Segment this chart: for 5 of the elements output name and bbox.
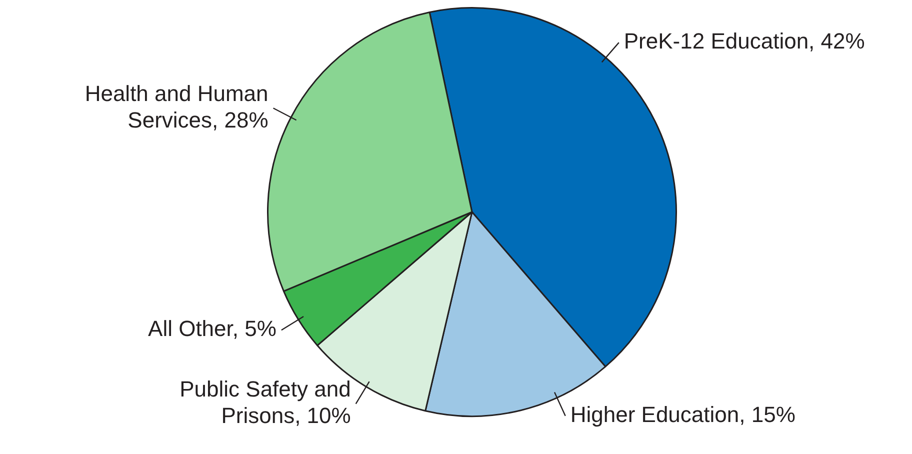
slice-label: Higher Education, 15% [570,402,796,427]
slice-label: All Other, 5% [148,316,276,342]
slice-label: PreK-12 Education, 42% [624,28,865,54]
slice-label: Health and Human Services, 28% [84,80,268,132]
slice-label: Public Safety and Prisons, 10% [180,376,351,428]
